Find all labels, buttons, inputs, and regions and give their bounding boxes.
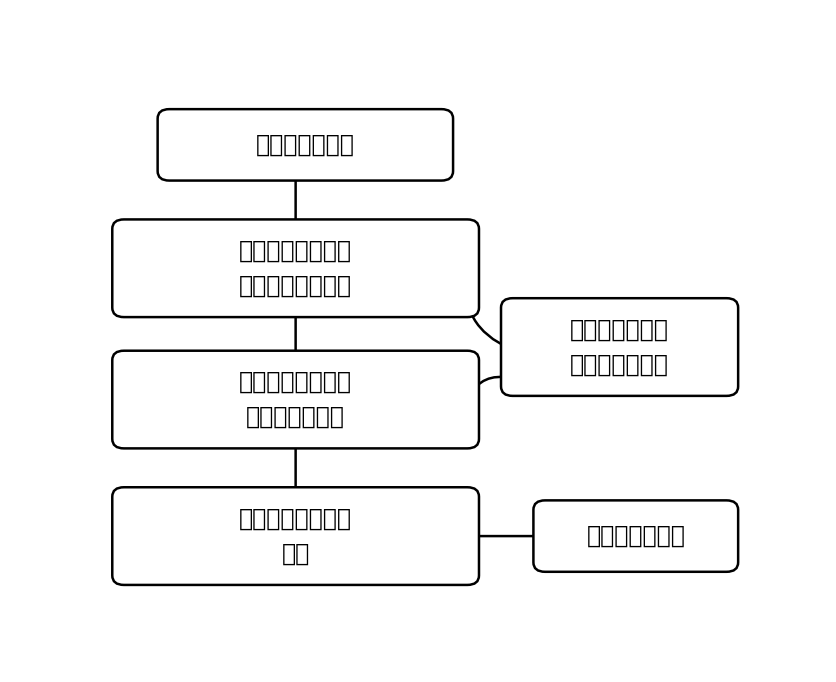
FancyBboxPatch shape <box>112 487 479 585</box>
FancyBboxPatch shape <box>112 351 479 448</box>
Text: 电化学热耦合下
热模型参数变化: 电化学热耦合下 热模型参数变化 <box>570 317 669 376</box>
Text: 收集各工况下实验
数据: 收集各工况下实验 数据 <box>239 507 352 566</box>
Text: 验证热模型精度: 验证热模型精度 <box>586 524 686 548</box>
FancyBboxPatch shape <box>501 298 738 396</box>
FancyBboxPatch shape <box>112 220 479 317</box>
FancyBboxPatch shape <box>533 501 738 572</box>
FancyArrowPatch shape <box>466 272 510 349</box>
Text: 将电化学产热率与
电池导热模型结合: 将电化学产热率与 电池导热模型结合 <box>239 239 352 298</box>
Text: 计算得到电池表面
温度与核心温度: 计算得到电池表面 温度与核心温度 <box>239 370 352 429</box>
Text: 一维电化学模型: 一维电化学模型 <box>256 133 354 157</box>
FancyBboxPatch shape <box>158 109 453 181</box>
FancyArrowPatch shape <box>469 377 510 396</box>
